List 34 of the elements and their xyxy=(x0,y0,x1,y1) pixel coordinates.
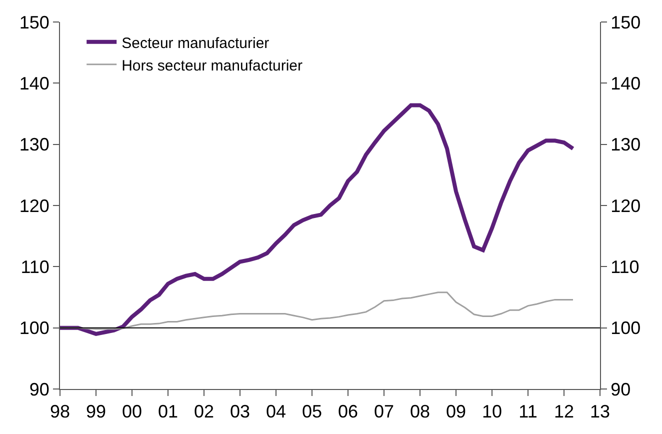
y2-tick-label: 110 xyxy=(610,256,640,277)
x-tick-label: 00 xyxy=(122,402,142,422)
x-tick-label: 08 xyxy=(410,402,430,422)
y2-tick-label: 90 xyxy=(610,379,631,400)
y-tick-label: 140 xyxy=(19,73,50,94)
legend-label: Secteur manufacturier xyxy=(122,34,270,52)
y2-tick-label: 130 xyxy=(610,134,641,155)
x-tick-label: 11 xyxy=(518,402,538,422)
y-tick-label: 120 xyxy=(19,196,50,216)
line-series xyxy=(60,103,575,336)
x-tick-label: 01 xyxy=(158,402,178,422)
x-tick-label: 06 xyxy=(338,402,358,422)
x-tick-label: 99 xyxy=(86,402,106,422)
x-tick-label: 10 xyxy=(482,402,502,422)
y-tick-label: 90 xyxy=(29,379,50,400)
y2-tick-label: 120 xyxy=(610,196,641,216)
y2-tick-label: 140 xyxy=(610,73,641,94)
x-tick-label: 09 xyxy=(446,402,466,422)
x-tick-label: 98 xyxy=(50,402,70,422)
x-tick-label: 07 xyxy=(374,402,394,422)
y2-tick-label: 100 xyxy=(610,318,641,338)
x-tick-label: 05 xyxy=(302,402,322,422)
x-tick-label: 02 xyxy=(194,402,214,422)
line-series xyxy=(60,292,574,330)
y-tick-label: 150 xyxy=(19,12,50,32)
x-tick-label: 03 xyxy=(230,402,250,422)
y-tick-label: 130 xyxy=(19,134,50,155)
y-tick-label: 110 xyxy=(20,256,50,277)
legend-label: Hors secteur manufacturier xyxy=(122,57,303,74)
x-tick-label: 04 xyxy=(266,402,286,422)
x-tick-label: 13 xyxy=(590,402,610,422)
x-tick-label: 12 xyxy=(554,402,574,422)
y-tick-label: 100 xyxy=(19,318,50,338)
y2-tick-label: 150 xyxy=(610,12,641,32)
